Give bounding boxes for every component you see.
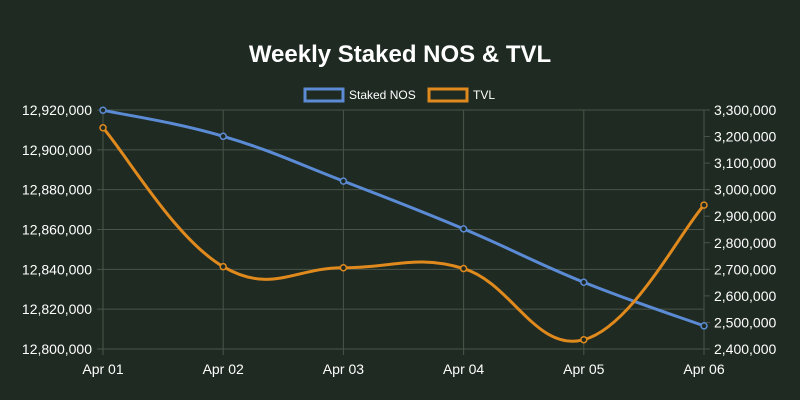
series-line-tvl	[101, 126, 706, 343]
legend[interactable]: Staked NOS TVL	[303, 87, 495, 103]
data-point-tvl[interactable]	[700, 201, 708, 209]
y-right-tick-label: 3,100,000	[714, 155, 776, 171]
data-point-tvl[interactable]	[580, 335, 588, 344]
x-axis: Apr 01 Apr 02 Apr 03 Apr 04 Apr 05 Apr 06	[82, 361, 724, 377]
legend-label-staked-nos[interactable]: Staked NOS	[349, 88, 416, 102]
y-right-tick-label: 2,900,000	[714, 208, 776, 224]
legend-label-tvl[interactable]: TVL	[473, 88, 495, 102]
y-left-tick-label: 12,860,000	[22, 222, 92, 238]
x-tick-label: Apr 01	[82, 361, 123, 377]
y-right-tick-label: 3,200,000	[714, 129, 776, 145]
y-axis-left: 12,920,000 12,900,000 12,880,000 12,860,000…	[22, 102, 92, 357]
legend-swatch-tvl[interactable]	[427, 87, 469, 103]
y-left-tick-label: 12,840,000	[22, 261, 92, 277]
series	[99, 106, 708, 344]
x-tick-label: Apr 05	[563, 361, 604, 377]
data-point-tvl[interactable]	[99, 124, 107, 132]
grid	[97, 109, 705, 355]
data-point-tvl[interactable]	[339, 263, 348, 272]
y-right-tick-label: 2,600,000	[714, 288, 776, 304]
y-left-tick-label: 12,820,000	[22, 301, 92, 317]
series-line-staked-nos	[102, 108, 705, 328]
y-right-tick-label: 2,400,000	[714, 341, 776, 357]
y-right-tick-label: 2,800,000	[714, 235, 776, 251]
y-right-tick-label: 3,300,000	[714, 102, 776, 118]
x-tick-label: Apr 02	[203, 361, 244, 377]
data-point-staked-nos[interactable]	[99, 106, 107, 114]
legend-swatch-staked-nos[interactable]	[303, 87, 345, 103]
data-point-staked-nos[interactable]	[219, 132, 227, 141]
y-right-tick-label: 2,500,000	[714, 314, 776, 330]
x-tick-label: Apr 06	[683, 361, 724, 377]
y-left-tick-label: 12,880,000	[22, 182, 92, 198]
y-left-tick-label: 12,800,000	[22, 341, 92, 357]
chart-title: Weekly Staked NOS & TVL	[249, 41, 551, 68]
x-tick-label: Apr 03	[323, 361, 364, 377]
y-right-tick-label: 2,700,000	[714, 261, 776, 277]
x-tick-label: Apr 04	[443, 361, 484, 377]
data-point-staked-nos[interactable]	[700, 322, 708, 330]
data-point-tvl[interactable]	[459, 264, 468, 273]
y-left-tick-label: 12,920,000	[22, 102, 92, 118]
y-left-tick-label: 12,900,000	[22, 142, 92, 158]
data-point-tvl[interactable]	[219, 262, 227, 271]
y-right-tick-label: 3,000,000	[714, 182, 776, 198]
data-point-staked-nos[interactable]	[339, 177, 348, 185]
data-point-staked-nos[interactable]	[459, 225, 468, 233]
data-point-staked-nos[interactable]	[580, 278, 588, 287]
y-axis-right: 3,300,000 3,200,000 3,100,000 3,000,000 2,90…	[704, 102, 776, 357]
